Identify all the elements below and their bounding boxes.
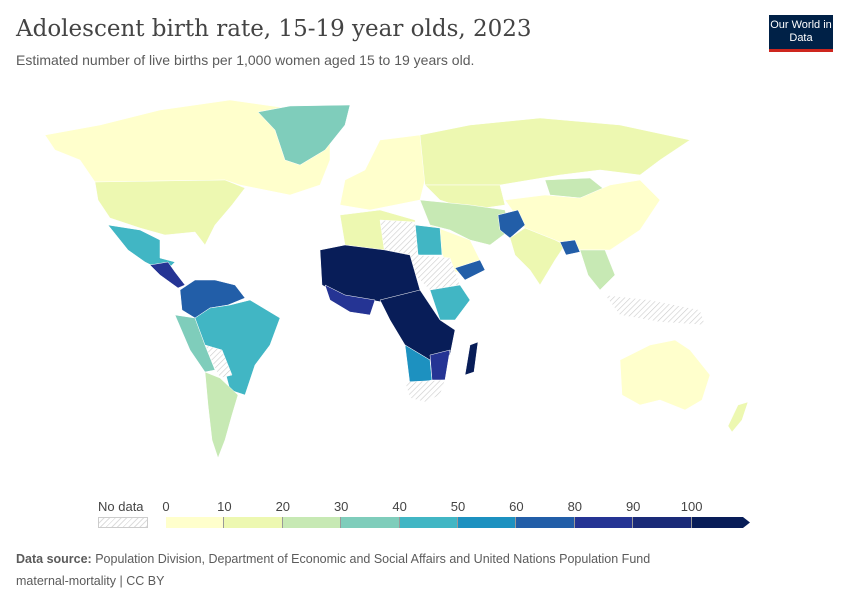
source-label: Data source:	[16, 552, 92, 566]
region-kazakhstan[interactable]	[424, 184, 506, 211]
legend-bin[interactable]	[166, 517, 225, 528]
no-data-swatch[interactable]	[98, 517, 148, 528]
legend-tick-label: 20	[275, 499, 291, 514]
legend-bin[interactable]	[224, 517, 283, 528]
region-afghanistan[interactable]	[497, 209, 526, 239]
region-middle-east[interactable]	[419, 199, 511, 246]
world-map[interactable]	[0, 90, 850, 490]
region-russia[interactable]	[419, 117, 691, 186]
region-north-south-america[interactable]	[179, 279, 246, 319]
region-mozambique[interactable]	[429, 349, 451, 381]
region-east-africa[interactable]	[429, 284, 471, 321]
legend-tick-label: 60	[509, 499, 524, 514]
region-se-asia[interactable]	[579, 249, 616, 291]
region-central-america[interactable]	[149, 261, 186, 289]
legend-bin[interactable]	[458, 517, 517, 528]
legend-bin[interactable]	[574, 517, 634, 528]
legend-bin[interactable]	[633, 517, 692, 528]
legend-bin[interactable]	[341, 517, 400, 528]
no-data-label: No data	[98, 499, 144, 514]
region-bolivia-paraguay[interactable]	[204, 344, 233, 379]
legend-tick-label: 100	[680, 499, 703, 514]
region-madagascar[interactable]	[464, 341, 479, 376]
legend-tick-label: 40	[392, 499, 407, 514]
region-new-zealand[interactable]	[727, 401, 749, 433]
region-southern-africa[interactable]	[404, 379, 446, 403]
legend-tick-label: 10	[217, 499, 232, 514]
region-west-africa[interactable]	[324, 284, 376, 316]
region-mexico[interactable]	[107, 224, 176, 273]
footer: Data source: Population Division, Depart…	[16, 548, 650, 592]
region-greenland[interactable]	[257, 104, 351, 166]
legend-tick-label: 30	[333, 499, 349, 514]
region-australia[interactable]	[619, 339, 711, 411]
region-yemen[interactable]	[454, 259, 486, 281]
legend-bin[interactable]	[691, 517, 750, 528]
owid-logo[interactable]: Our World in Data	[769, 15, 833, 52]
region-egypt[interactable]	[414, 224, 443, 256]
region-central-africa[interactable]	[379, 289, 456, 361]
legend: No data 0 10 20 30 40 50 60 80 90 100	[0, 497, 850, 537]
region-usa[interactable]	[94, 179, 246, 246]
source-text: Population Division, Department of Econo…	[95, 552, 651, 566]
legend-bin[interactable]	[399, 517, 458, 528]
footer-license: maternal-mortality | CC BY	[16, 574, 165, 588]
legend-bin[interactable]	[516, 517, 575, 528]
legend-tick-label: 90	[625, 499, 641, 514]
legend-tick-label: 50	[450, 499, 466, 514]
region-bangladesh[interactable]	[559, 239, 581, 256]
region-southern-cone[interactable]	[204, 371, 239, 459]
region-indonesia[interactable]	[604, 294, 706, 326]
chart-subtitle: Estimated number of live births per 1,00…	[16, 52, 475, 68]
region-india[interactable]	[509, 227, 566, 286]
legend-bin[interactable]	[282, 517, 342, 528]
legend-tick-label: 0	[162, 499, 170, 514]
region-europe[interactable]	[339, 134, 426, 211]
region-canada-alaska[interactable]	[44, 99, 331, 196]
legend-tick-label: 80	[567, 499, 583, 514]
chart-title: Adolescent birth rate, 15-19 year olds, …	[16, 16, 532, 42]
